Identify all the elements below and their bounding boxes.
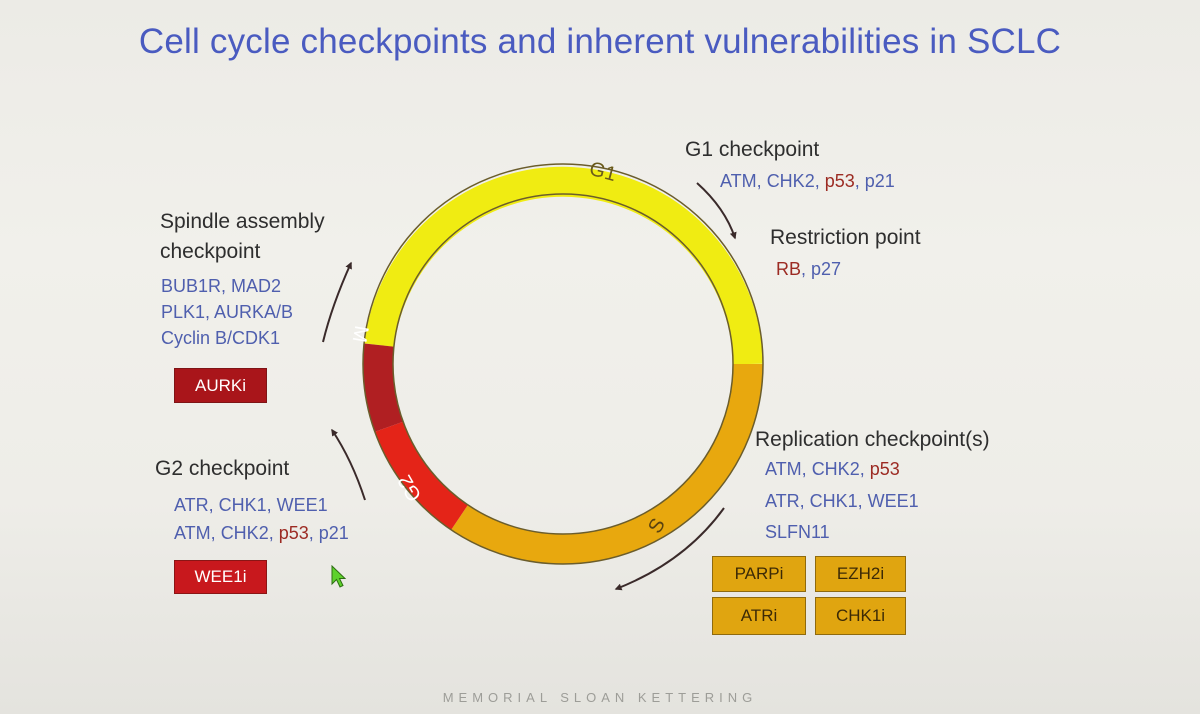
ring-inner-outline [392,193,734,535]
g2-protein-1: ATM [174,523,211,543]
g2-checkpoint-line-2: ATM, CHK2, p53, p21 [174,523,349,543]
replication-protein-1: ATM [765,459,802,479]
m-segment [363,343,404,432]
wee1i-drug-box: WEE1i [174,560,267,594]
g2-protein-2: CHK2 [220,523,269,543]
replication-protein-3: p53 [869,459,900,479]
aurki-drug-box: AURKi [174,368,267,403]
g1-checkpoint-heading: G1 checkpoint [685,138,820,161]
replication-checkpoint-heading: Replication checkpoint(s) [755,428,990,451]
g1-protein-3: p53 [824,171,855,191]
ring-outer-outline [362,163,764,565]
restriction-protein-2: p27 [811,259,842,279]
ezh2i-drug-box: EZH2i [815,556,906,592]
chk1i-drug-box: CHK1i [815,597,906,635]
restriction-point-heading: Restriction point [770,226,921,249]
g2-checkpoint-line-1: ATR, CHK1, WEE1 [174,495,328,515]
g1-checkpoint-proteins: ATM, CHK2, p53, p21 [720,171,895,191]
replication-protein-2: CHK2 [811,459,860,479]
parpi-drug-box: PARPi [712,556,806,592]
spindle-checkpoint-heading-line-1: Spindle assembly [160,210,325,233]
g2-segment [374,421,469,530]
g1-progress-arrow [696,182,737,240]
replication-checkpoint-line-2: ATR, CHK1, WEE1 [765,491,919,511]
slide-title: Cell cycle checkpoints and inherent vuln… [138,22,1062,61]
phase-label-m: M [348,324,373,344]
m-progress-arrow [322,261,352,343]
atri-drug-box: ATRi [712,597,806,635]
g1-segment [364,166,763,365]
restriction-point-proteins: RB, p27 [776,259,842,279]
s-segment [451,363,763,565]
g1-protein-1: ATM [720,171,757,191]
s-progress-arrow [614,507,725,591]
g1-protein-4: p21 [864,171,895,191]
spindle-checkpoint-line-3: Cyclin B/CDK1 [161,328,281,348]
spindle-checkpoint-line-1: BUB1R, MAD2 [161,276,282,296]
g2-progress-arrow [331,428,366,501]
g2-checkpoint-heading: G2 checkpoint [155,457,290,480]
g1-protein-2: CHK2 [766,171,815,191]
g2-protein-4: p21 [318,523,349,543]
spindle-checkpoint-line-2: PLK1, AURKA/B [161,302,294,322]
spindle-checkpoint-heading-line-2: checkpoint [160,240,261,263]
g2-protein-3: p53 [278,523,309,543]
footer-institution: MEMORIAL SLOAN KETTERING [442,690,758,705]
restriction-protein-1: RB [776,259,802,279]
replication-checkpoint-line-1: ATM, CHK2, p53 [765,459,900,479]
replication-checkpoint-line-3: SLFN11 [765,522,830,542]
cursor-arrow-icon [331,565,347,588]
